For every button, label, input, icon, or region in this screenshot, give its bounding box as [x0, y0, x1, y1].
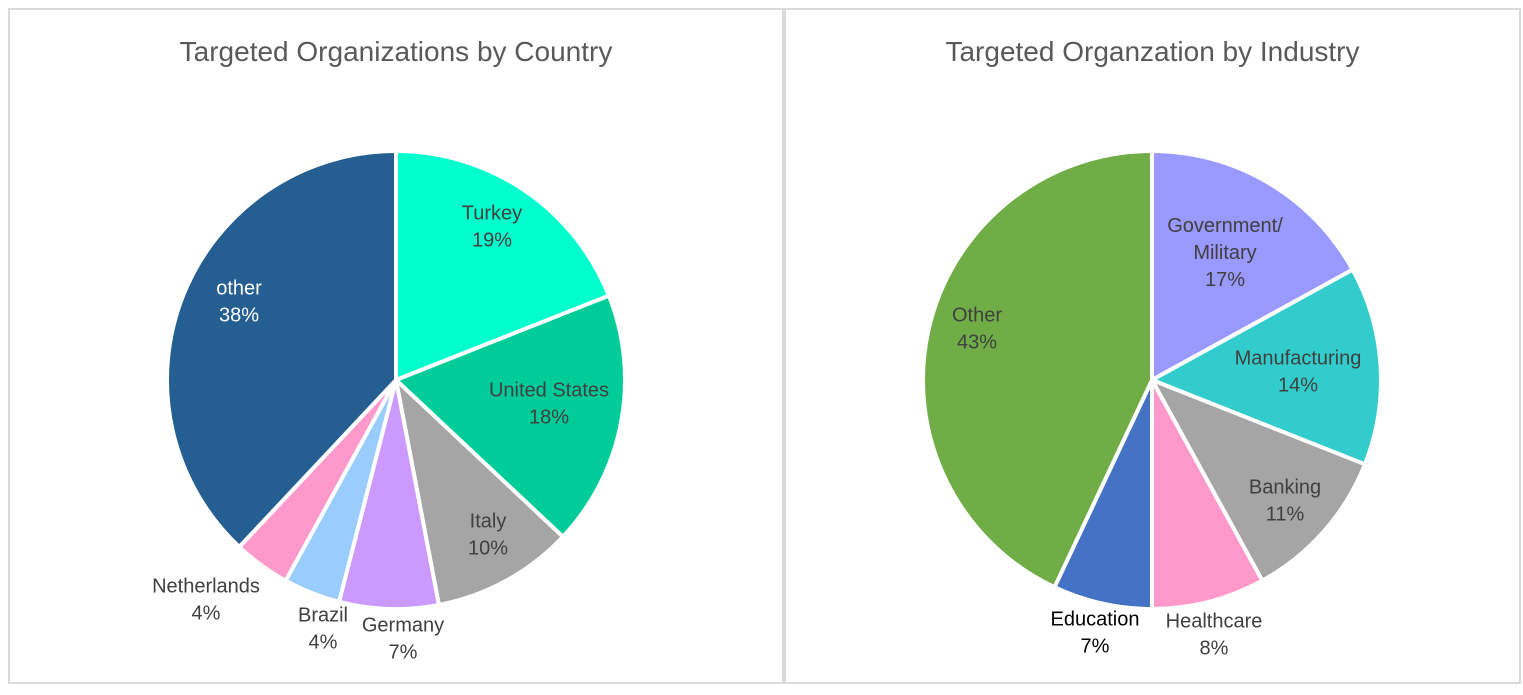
industry-label-healthcare: Healthcare 8%: [1166, 611, 1263, 660]
country-chart-title: Targeted Organizations by Country: [179, 36, 613, 67]
country-label-netherlands: Netherlands 4%: [152, 576, 260, 625]
country-slice-italy: [394, 378, 565, 607]
country-label-brazil: Brazil 4%: [298, 605, 348, 654]
country-slice-united-states: [394, 293, 627, 539]
industry-label-education: Education 7%: [1051, 609, 1140, 658]
country-label-germany: Germany 7%: [362, 615, 444, 664]
industry-slice-banking: [1150, 378, 1367, 583]
industry-chart-title: Targeted Organzation by Industry: [945, 36, 1360, 67]
country-label-turkey: Turkey 19%: [462, 203, 522, 252]
industry-label-government-military: Government/Military 17%: [1167, 215, 1283, 291]
country-label-italy: Italy 10%: [468, 511, 508, 560]
industry-slice-healthcare: [1150, 378, 1265, 611]
country-label-united-states: United States 18%: [489, 380, 609, 429]
industry-label-banking: Banking 11%: [1249, 477, 1321, 526]
industry-slice-other: [920, 149, 1154, 590]
industry-slice-manufacturing: [1150, 267, 1383, 467]
country-slice-other: [165, 149, 398, 549]
industry-label-other: Other 43%: [952, 305, 1002, 354]
country-label-other: other 38%: [216, 278, 262, 327]
industry-label-manufacturing: Manufacturing 14%: [1235, 348, 1362, 397]
industry-slice-government-military: [1150, 149, 1355, 382]
country-slice-turkey: [394, 149, 611, 382]
